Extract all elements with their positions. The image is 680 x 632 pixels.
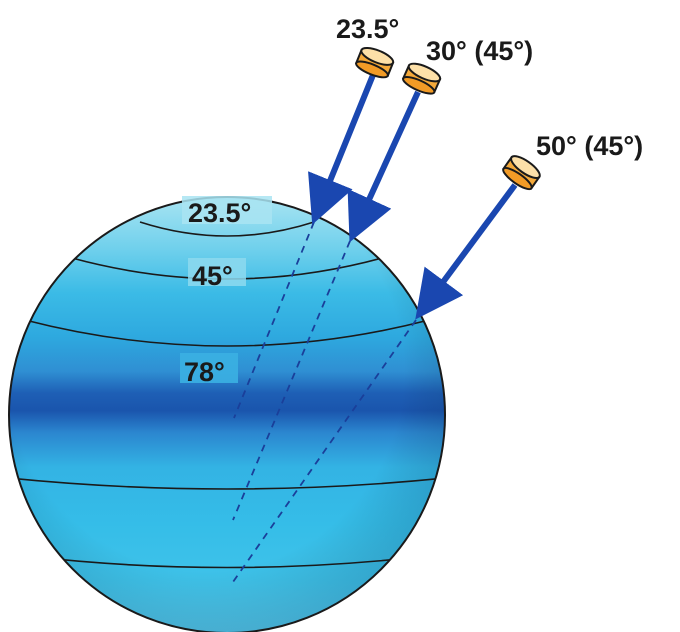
globe [8,196,446,632]
probe-30 [401,62,442,95]
probe-label-50: 50° (45°) [536,131,643,161]
globe-shading [9,197,445,632]
latitude-line-1 [139,221,315,237]
latitude-labels: 23.5° 45° 78° [180,196,272,387]
probe-labels: 23.5° 30° (45°) 50° (45°) [336,14,643,161]
projection-line-1 [233,221,315,419]
probe-label-23-5: 23.5° [336,14,399,44]
projection-lines [232,221,417,583]
latitude-lines [9,221,445,569]
arrow-30 [347,90,421,243]
projection-line-2 [232,240,351,521]
latitude-line-3 [24,319,430,347]
latitude-label-23-5: 23.5° [188,198,251,228]
probe-50 [502,155,541,191]
incoming-arrows [308,73,518,320]
arrow-50 [415,183,518,320]
projection-line-3 [232,319,417,583]
probe-label-30: 30° (45°) [426,36,533,66]
latitude-label-78: 78° [184,357,225,387]
latitude-line-4 [9,477,445,490]
probe-23-5 [354,46,395,79]
latitude-line-5 [17,554,437,569]
latitude-label-45: 45° [192,261,233,291]
arrow-23-5 [308,73,376,225]
